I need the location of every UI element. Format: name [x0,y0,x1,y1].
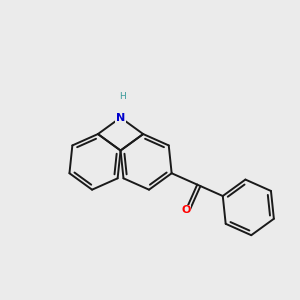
Text: O: O [181,205,190,215]
Text: N: N [116,112,125,123]
Text: H: H [119,92,125,101]
